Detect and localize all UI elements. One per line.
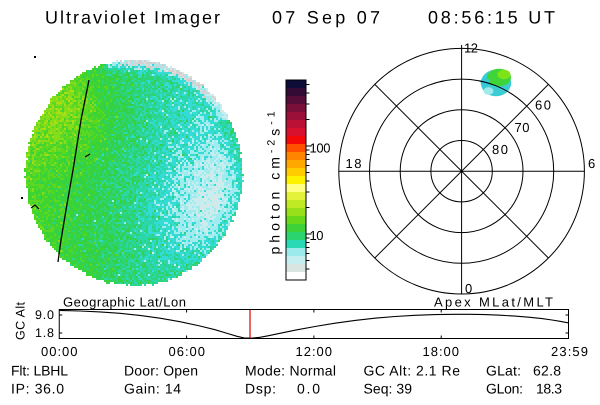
svg-text:Apex MLat/MLT: Apex MLat/MLT: [434, 295, 553, 310]
svg-text:GLon:: GLon:: [486, 381, 523, 397]
svg-text:60: 60: [535, 98, 551, 113]
svg-text:Dsp:: Dsp:: [245, 381, 276, 397]
svg-text:Geographic Lat/Lon: Geographic Lat/Lon: [63, 295, 186, 310]
svg-text:18.3: 18.3: [536, 381, 562, 397]
svg-text:9.0: 9.0: [35, 308, 54, 322]
svg-text:Mode: Normal: Mode: Normal: [245, 363, 336, 379]
svg-text:IP: 36.0: IP: 36.0: [11, 381, 64, 397]
svg-text:6: 6: [588, 156, 595, 171]
svg-text:08:56:15 UT: 08:56:15 UT: [428, 8, 555, 28]
svg-text:12: 12: [464, 41, 478, 56]
svg-text:Seq: 39: Seq: 39: [364, 381, 413, 397]
svg-text:GC Alt: 2.1 Re: GC Alt: 2.1 Re: [364, 363, 461, 379]
svg-text:GC Alt: GC Alt: [14, 301, 28, 340]
svg-text:1.8: 1.8: [35, 326, 54, 340]
svg-text:GLat:: GLat:: [486, 363, 521, 379]
svg-text:12:00: 12:00: [296, 344, 333, 359]
svg-text:70: 70: [515, 120, 530, 135]
svg-text:0: 0: [465, 281, 472, 296]
svg-text:100: 100: [310, 141, 331, 156]
svg-text:photon cm-2s-1: photon cm-2s-1: [266, 107, 283, 254]
svg-text:Gain: 14: Gain: 14: [124, 381, 181, 397]
svg-text:10: 10: [310, 228, 324, 243]
svg-text:80: 80: [492, 142, 508, 157]
svg-text:0.0: 0.0: [297, 381, 320, 397]
svg-text:18:00: 18:00: [423, 344, 460, 359]
svg-text:00:00: 00:00: [41, 344, 78, 359]
svg-text:18: 18: [346, 156, 362, 171]
svg-text:Flt: LBHL: Flt: LBHL: [11, 363, 68, 379]
svg-text:06:00: 06:00: [169, 344, 206, 359]
svg-text:23:59: 23:59: [551, 344, 588, 359]
svg-text:07 Sep 07: 07 Sep 07: [272, 8, 380, 28]
svg-text:62.8: 62.8: [533, 363, 561, 379]
svg-text:Door: Open: Door: Open: [124, 363, 198, 379]
